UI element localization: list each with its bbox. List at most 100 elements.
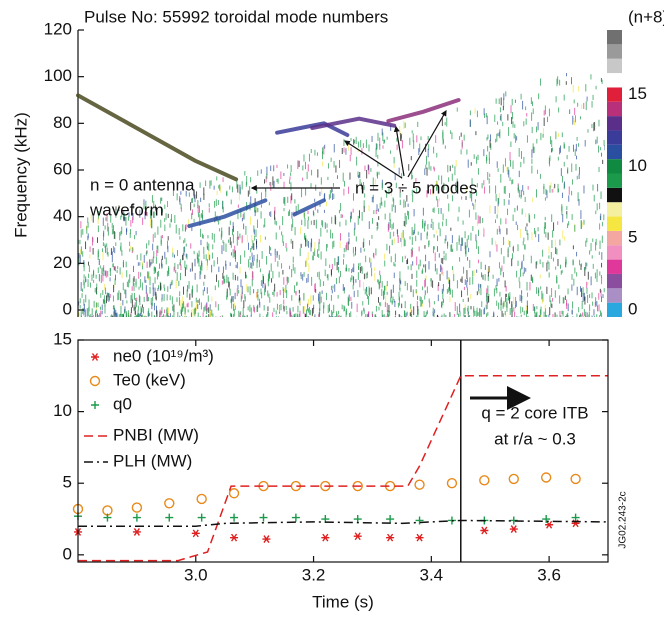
x-tick-label: 3.2 [302, 565, 326, 584]
mode-trace [386, 98, 461, 123]
colorbar-tick-label: 15 [628, 84, 647, 103]
marker [228, 488, 240, 499]
marker [230, 533, 239, 542]
y-tick-label: 10 [53, 401, 72, 420]
marker [321, 533, 330, 542]
marker [353, 515, 362, 524]
colorbar-tick-label: 10 [628, 156, 647, 175]
spectrogram-texture [78, 72, 605, 317]
marker [545, 520, 554, 529]
mode-trace [187, 198, 268, 228]
marker [164, 498, 175, 509]
colorbar-swatch [607, 187, 622, 203]
y-axis-label: Frequency (kHz) [11, 112, 30, 238]
chart-title: Pulse No: 55992 toroidal mode numbers [84, 7, 388, 26]
colorbar-swatch [607, 259, 622, 274]
colorbar-swatch [607, 302, 622, 317]
arrow [393, 125, 405, 177]
y-tick-label: 40 [53, 206, 72, 225]
colorbar-swatch [607, 173, 622, 188]
figure-id: JG02.243-2c [618, 491, 629, 548]
marker [132, 528, 141, 536]
mode-trace [292, 198, 326, 217]
marker [230, 513, 239, 522]
legend-label: PLH (MW) [113, 451, 192, 470]
marker [415, 516, 424, 525]
annotation: q = 2 core ITB [481, 403, 588, 422]
colorbar-swatch [607, 159, 622, 174]
y-tick-label: 80 [53, 113, 72, 132]
marker [540, 472, 552, 483]
y-tick-label: 100 [44, 66, 72, 85]
marker [131, 502, 143, 513]
marker [191, 529, 200, 538]
y-tick-label: 60 [53, 159, 72, 178]
colorbar-swatch [607, 230, 622, 246]
series-line [78, 519, 609, 527]
marker [196, 493, 207, 505]
legend-swatch [89, 375, 101, 387]
colorbar-swatch [607, 288, 622, 303]
y-tick-label: 120 [44, 19, 72, 38]
arrow [343, 140, 403, 179]
x-tick-label: 3.0 [184, 565, 208, 584]
y-tick-label: 5 [63, 473, 72, 492]
marker [509, 525, 518, 533]
marker [542, 515, 551, 524]
annotation: at r/a ~ 0.3 [494, 429, 576, 448]
legend-label: PNBI (MW) [113, 425, 199, 444]
marker [353, 532, 362, 541]
colorbar-swatch [607, 73, 622, 88]
arrow [407, 109, 447, 178]
marker [480, 526, 489, 535]
colorbar-swatch [607, 273, 622, 289]
marker [570, 473, 581, 485]
colorbar-swatch [607, 58, 622, 74]
colorbar-swatch [607, 116, 622, 131]
marker [165, 513, 174, 522]
colorbar-tick-label: 0 [628, 299, 637, 318]
y-tick-label: 0 [63, 299, 72, 318]
marker [386, 515, 395, 524]
colorbar-swatch [607, 87, 622, 102]
colorbar-swatch [607, 216, 622, 231]
marker [103, 513, 112, 522]
annotation: waveform [89, 200, 164, 219]
marker [386, 533, 395, 542]
series-line [78, 375, 608, 562]
marker [102, 505, 113, 516]
colorbar-label: (n+8) [628, 7, 664, 26]
legend-label: Te0 (keV) [113, 370, 186, 389]
marker [571, 513, 580, 522]
mode-trace [310, 116, 397, 130]
x-axis-label: Time (s) [312, 592, 374, 611]
plot-frame [77, 339, 609, 563]
mode-trace [76, 93, 239, 182]
y-tick-label: 20 [53, 253, 72, 272]
colorbar-swatch [607, 245, 622, 260]
marker [415, 533, 424, 542]
colorbar-tick-label: 5 [628, 228, 637, 247]
legend-label: q0 [113, 394, 132, 413]
colorbar-swatch [607, 130, 622, 145]
colorbar-swatch [607, 144, 622, 160]
mode-trace [275, 121, 350, 137]
marker [508, 473, 519, 485]
marker [414, 479, 425, 490]
x-tick-label: 3.6 [537, 565, 561, 584]
spectrogram-panel: 0 20 40 60 80 100 120 0 5 10 15 [44, 19, 647, 318]
marker [479, 475, 490, 486]
colorbar-swatch [607, 101, 622, 117]
colorbar-swatch [607, 30, 622, 45]
marker [262, 535, 271, 543]
marker [259, 513, 268, 522]
marker [446, 478, 458, 489]
legend-swatch [91, 353, 99, 361]
y-tick-label: 15 [53, 329, 72, 348]
legend-swatch [91, 401, 99, 409]
annotation: n = 0 antenna [90, 175, 195, 194]
annotation: n = 3 ÷ 5 modes [355, 178, 477, 197]
legend-label: ne0 (10¹⁹/m³) [113, 346, 214, 365]
y-tick-label: 0 [63, 544, 72, 563]
